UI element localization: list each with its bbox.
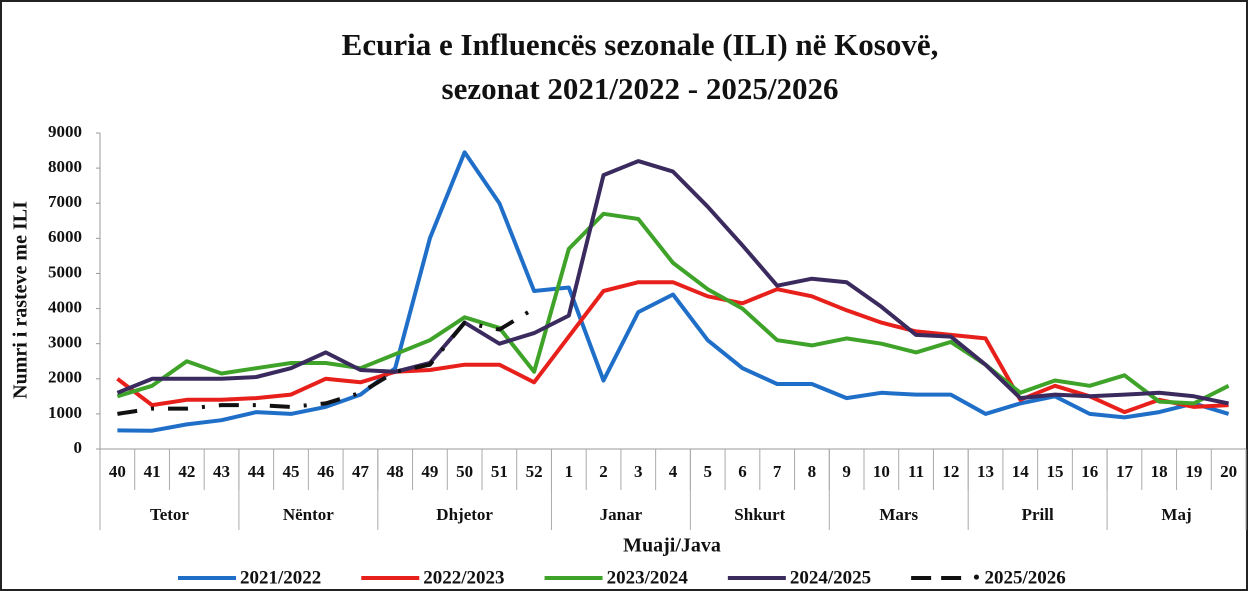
x-tick-label: 15 <box>1047 462 1064 481</box>
x-tick-label: 51 <box>491 462 508 481</box>
series-line <box>117 306 536 416</box>
x-tick-label: 48 <box>387 462 404 481</box>
x-tick-label: 40 <box>109 462 126 481</box>
chart-title: sezonat 2021/2022 - 2025/2026 <box>442 71 839 106</box>
y-tick-label: 3000 <box>48 333 82 352</box>
x-tick-label: 14 <box>1012 462 1030 481</box>
x-tick-label: 8 <box>808 462 817 481</box>
y-tick-label: 5000 <box>48 262 82 281</box>
legend-label: 2024/2025 <box>790 567 871 588</box>
y-tick-label: 8000 <box>48 157 82 176</box>
chart-title: Ecuria e Influencës sezonale (ILI) në Ko… <box>342 27 939 62</box>
x-tick-label: 50 <box>456 462 473 481</box>
series-line <box>117 150 1230 433</box>
x-tick-label: 52 <box>526 462 543 481</box>
series-line <box>116 280 1229 415</box>
x-tick-label: 3 <box>634 462 643 481</box>
x-tick-label: 49 <box>421 462 438 481</box>
y-tick-label: 4000 <box>48 297 82 316</box>
x-tick-label: 45 <box>283 462 300 481</box>
y-tick-label: 6000 <box>48 227 82 246</box>
group-label: Dhjetor <box>436 505 493 524</box>
x-tick-label: 41 <box>144 462 161 481</box>
x-tick-label: 7 <box>773 462 782 481</box>
x-tick-label: 20 <box>1220 462 1237 481</box>
x-tick-label: 16 <box>1081 462 1098 481</box>
x-tick-label: 9 <box>842 462 851 481</box>
x-tick-label: 11 <box>908 462 924 481</box>
x-tick-label: 47 <box>352 462 370 481</box>
group-label: Maj <box>1161 505 1191 524</box>
group-label: Janar <box>600 505 643 524</box>
x-tick-label: 19 <box>1185 462 1202 481</box>
group-label: Prill <box>1022 505 1054 524</box>
x-tick-label: 6 <box>738 462 747 481</box>
group-label: Tetor <box>150 505 189 524</box>
x-tick-label: 4 <box>669 462 678 481</box>
y-tick-label: 2000 <box>48 368 82 387</box>
series-line <box>116 159 1230 406</box>
group-label: Mars <box>879 505 918 524</box>
x-tick-label: 43 <box>213 462 230 481</box>
legend-label: 2022/2023 <box>423 567 504 588</box>
group-label: Nëntor <box>283 505 334 524</box>
y-tick-label: 7000 <box>48 192 82 211</box>
y-tick-label: 0 <box>74 438 83 457</box>
x-tick-label: 1 <box>565 462 574 481</box>
x-tick-label: 10 <box>873 462 890 481</box>
x-tick-label: 18 <box>1151 462 1168 481</box>
x-tick-label: 13 <box>977 462 994 481</box>
x-axis-title: Muaji/Java <box>623 535 721 557</box>
legend-label: 2023/2024 <box>607 567 689 588</box>
legend-label: • 2025/2026 <box>973 567 1066 588</box>
y-tick-label: 1000 <box>48 403 82 422</box>
x-tick-label: 5 <box>703 462 712 481</box>
x-tick-label: 17 <box>1116 462 1134 481</box>
y-tick-label: 9000 <box>48 122 82 141</box>
legend-label: 2021/2022 <box>240 567 321 588</box>
x-tick-label: 42 <box>178 462 195 481</box>
x-tick-label: 46 <box>317 462 334 481</box>
x-tick-label: 12 <box>942 462 959 481</box>
x-tick-label: 2 <box>599 462 608 481</box>
group-label: Shkurt <box>734 505 785 524</box>
y-axis-title: Numri i rasteve me ILI <box>10 201 32 399</box>
x-tick-label: 44 <box>248 462 266 481</box>
